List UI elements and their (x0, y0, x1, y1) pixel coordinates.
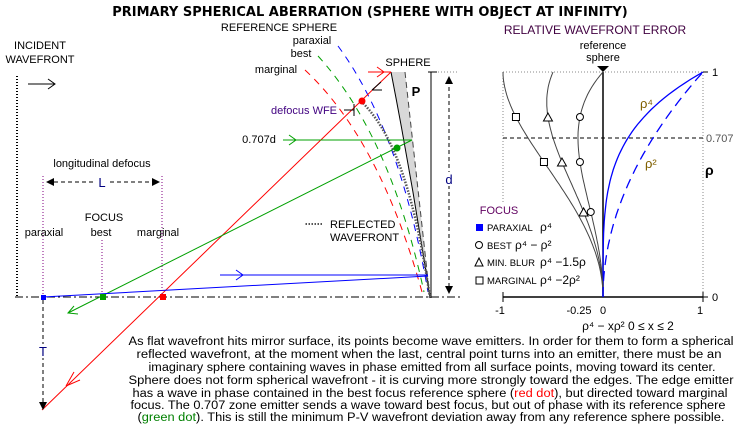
reference-label-2: sphere (586, 52, 620, 64)
x-tick: 0 (600, 305, 606, 317)
p-label: P (412, 84, 421, 99)
legend-item-paraxial: PARAXIAL ρ⁴ (476, 220, 552, 234)
square-icon (475, 276, 484, 285)
caption-line: focus. The 0.707 zone emitter sends a wa… (131, 400, 726, 412)
d-label: d (445, 172, 452, 187)
paraxial-focus-label: paraxial (25, 227, 64, 239)
legend-name: BEST (487, 241, 512, 252)
x-tick: 1 (697, 305, 703, 317)
caption-line: (green dot). This is still the minimum P… (138, 412, 725, 424)
defocus-wfe-label: defocus WFE (271, 105, 337, 117)
marker-best (575, 113, 584, 121)
legend-name: MARGINAL (487, 276, 537, 287)
best-focus-point (100, 294, 106, 300)
green-dot (393, 144, 401, 152)
page-title: PRIMARY SPHERICAL ABERRATION (SPHERE WIT… (112, 5, 628, 20)
caption-line: As flat wavefront hits mirror surface, i… (129, 336, 734, 348)
legend-name: MIN. BLUR (487, 258, 535, 269)
reflected-wavefront-label-2: WAVEFRONT (330, 232, 399, 244)
marker-min-blur (578, 206, 589, 217)
caption-text: has a wave in phase contained in the bes… (133, 388, 515, 400)
red-dot (358, 97, 366, 105)
legend-formula: ρ⁴ −1.5ρ (540, 255, 586, 269)
legend-formula: ρ⁴ − ρ² (515, 238, 551, 252)
y-tick-0707: 0.707 (706, 133, 734, 145)
caption-line: reflected wavefront, at the moment when … (137, 349, 722, 361)
reference-triangle-icon (597, 66, 609, 72)
y-tick-1: 1 (712, 67, 718, 79)
caption-line: imaginary sphere containing waves in pha… (149, 362, 716, 374)
circle-icon (475, 241, 483, 249)
caption-line: has a wave in phase contained in the bes… (133, 388, 728, 400)
wavefront-error-chart: RELATIVE WAVEFRONT ERROR reference spher… (474, 23, 734, 333)
T-label: T (39, 344, 47, 359)
rho2-label: ρ² (645, 156, 657, 171)
marginal-ray-out (41, 71, 392, 411)
legend-item-best: BEST ρ⁴ − ρ² (475, 238, 551, 252)
x-axis-label: ρ⁴ − xρ² 0 ≤ x ≤ 2 (582, 319, 674, 333)
longitudinal-defocus-label: longitudinal defocus (53, 158, 151, 170)
caption-text: ), but directed toward marginal (554, 388, 727, 400)
ref-marginal-label: marginal (255, 64, 297, 76)
L-label: L (98, 175, 105, 190)
paraxial-focus-point (41, 295, 46, 300)
curve-rho-2 (602, 71, 704, 297)
red-dot-text: red dot (514, 388, 555, 400)
curve-min-blur (546, 71, 604, 297)
legend-name: PARAXIAL (487, 223, 533, 234)
curve-marginal (502, 71, 604, 298)
marginal-focus-label: marginal (137, 227, 179, 239)
paraboloid-line (404, 71, 431, 299)
marginal-reference-sphere (304, 69, 423, 293)
reference-sphere-label: REFERENCE SPHERE (221, 22, 337, 34)
incident-label-1: INCIDENT (14, 40, 66, 52)
reflected-wavefront (360, 100, 432, 299)
caption-line: Sphere does not form spherical wavefront… (129, 375, 734, 387)
curve-best (577, 71, 604, 297)
curve-paraxial (602, 71, 704, 297)
x-tick: -0.25 (566, 305, 591, 317)
filled-square-icon (476, 224, 483, 231)
marker-best (575, 158, 584, 166)
defocus-wfe-marks (344, 81, 382, 116)
ref-best-label: best (291, 48, 312, 60)
paraxial-ray-out (42, 275, 429, 298)
caption-text: ). This is still the minimum P-V wavefro… (196, 412, 724, 424)
triangle-icon (474, 256, 484, 267)
marker-min-blur (542, 111, 554, 122)
green-dot-text: green dot (142, 412, 197, 424)
x-tick: -1 (495, 305, 505, 317)
paraxial-reference-sphere (337, 45, 429, 293)
legend-item-marginal: MARGINAL ρ⁴ −2ρ² (475, 273, 580, 287)
incident-arrow-icon (28, 78, 56, 90)
ref-paraxial-label: paraxial (293, 35, 332, 47)
caption-text: ( (138, 412, 142, 424)
legend-formula: ρ⁴ −2ρ² (540, 273, 580, 287)
focus-label: FOCUS (85, 212, 124, 224)
reflected-wavefront-label-1: REFLECTED (330, 219, 395, 231)
best-focus-label: best (91, 227, 112, 239)
chart-title: RELATIVE WAVEFRONT ERROR (504, 23, 687, 37)
caption: As flat wavefront hits mirror surface, i… (129, 336, 734, 424)
mirror-diagram: INCIDENT WAVEFRONT REFERENCE SPHERE para… (5, 22, 460, 411)
y-tick-0: 0 (712, 292, 718, 304)
marginal-focus-point (160, 294, 166, 300)
marker-min-blur (556, 156, 568, 167)
marker-best (586, 207, 595, 216)
legend-formula: ρ⁴ (540, 220, 552, 234)
marker-marginal (539, 158, 548, 166)
legend-item-min-blur: MIN. BLUR ρ⁴ −1.5ρ (474, 255, 586, 269)
marker-marginal (511, 113, 520, 121)
best-reference-sphere (317, 55, 425, 293)
zone-ray-out (67, 139, 413, 314)
reference-label-1: reference (580, 40, 626, 52)
zone-label: 0.707d (242, 134, 276, 146)
rho4-label: ρ⁴ (640, 96, 653, 111)
rho-axis-label: ρ (705, 162, 714, 178)
incident-label-2: WAVEFRONT (5, 54, 74, 66)
legend-title: FOCUS (480, 205, 519, 217)
sphere-label: SPHERE (385, 57, 430, 69)
